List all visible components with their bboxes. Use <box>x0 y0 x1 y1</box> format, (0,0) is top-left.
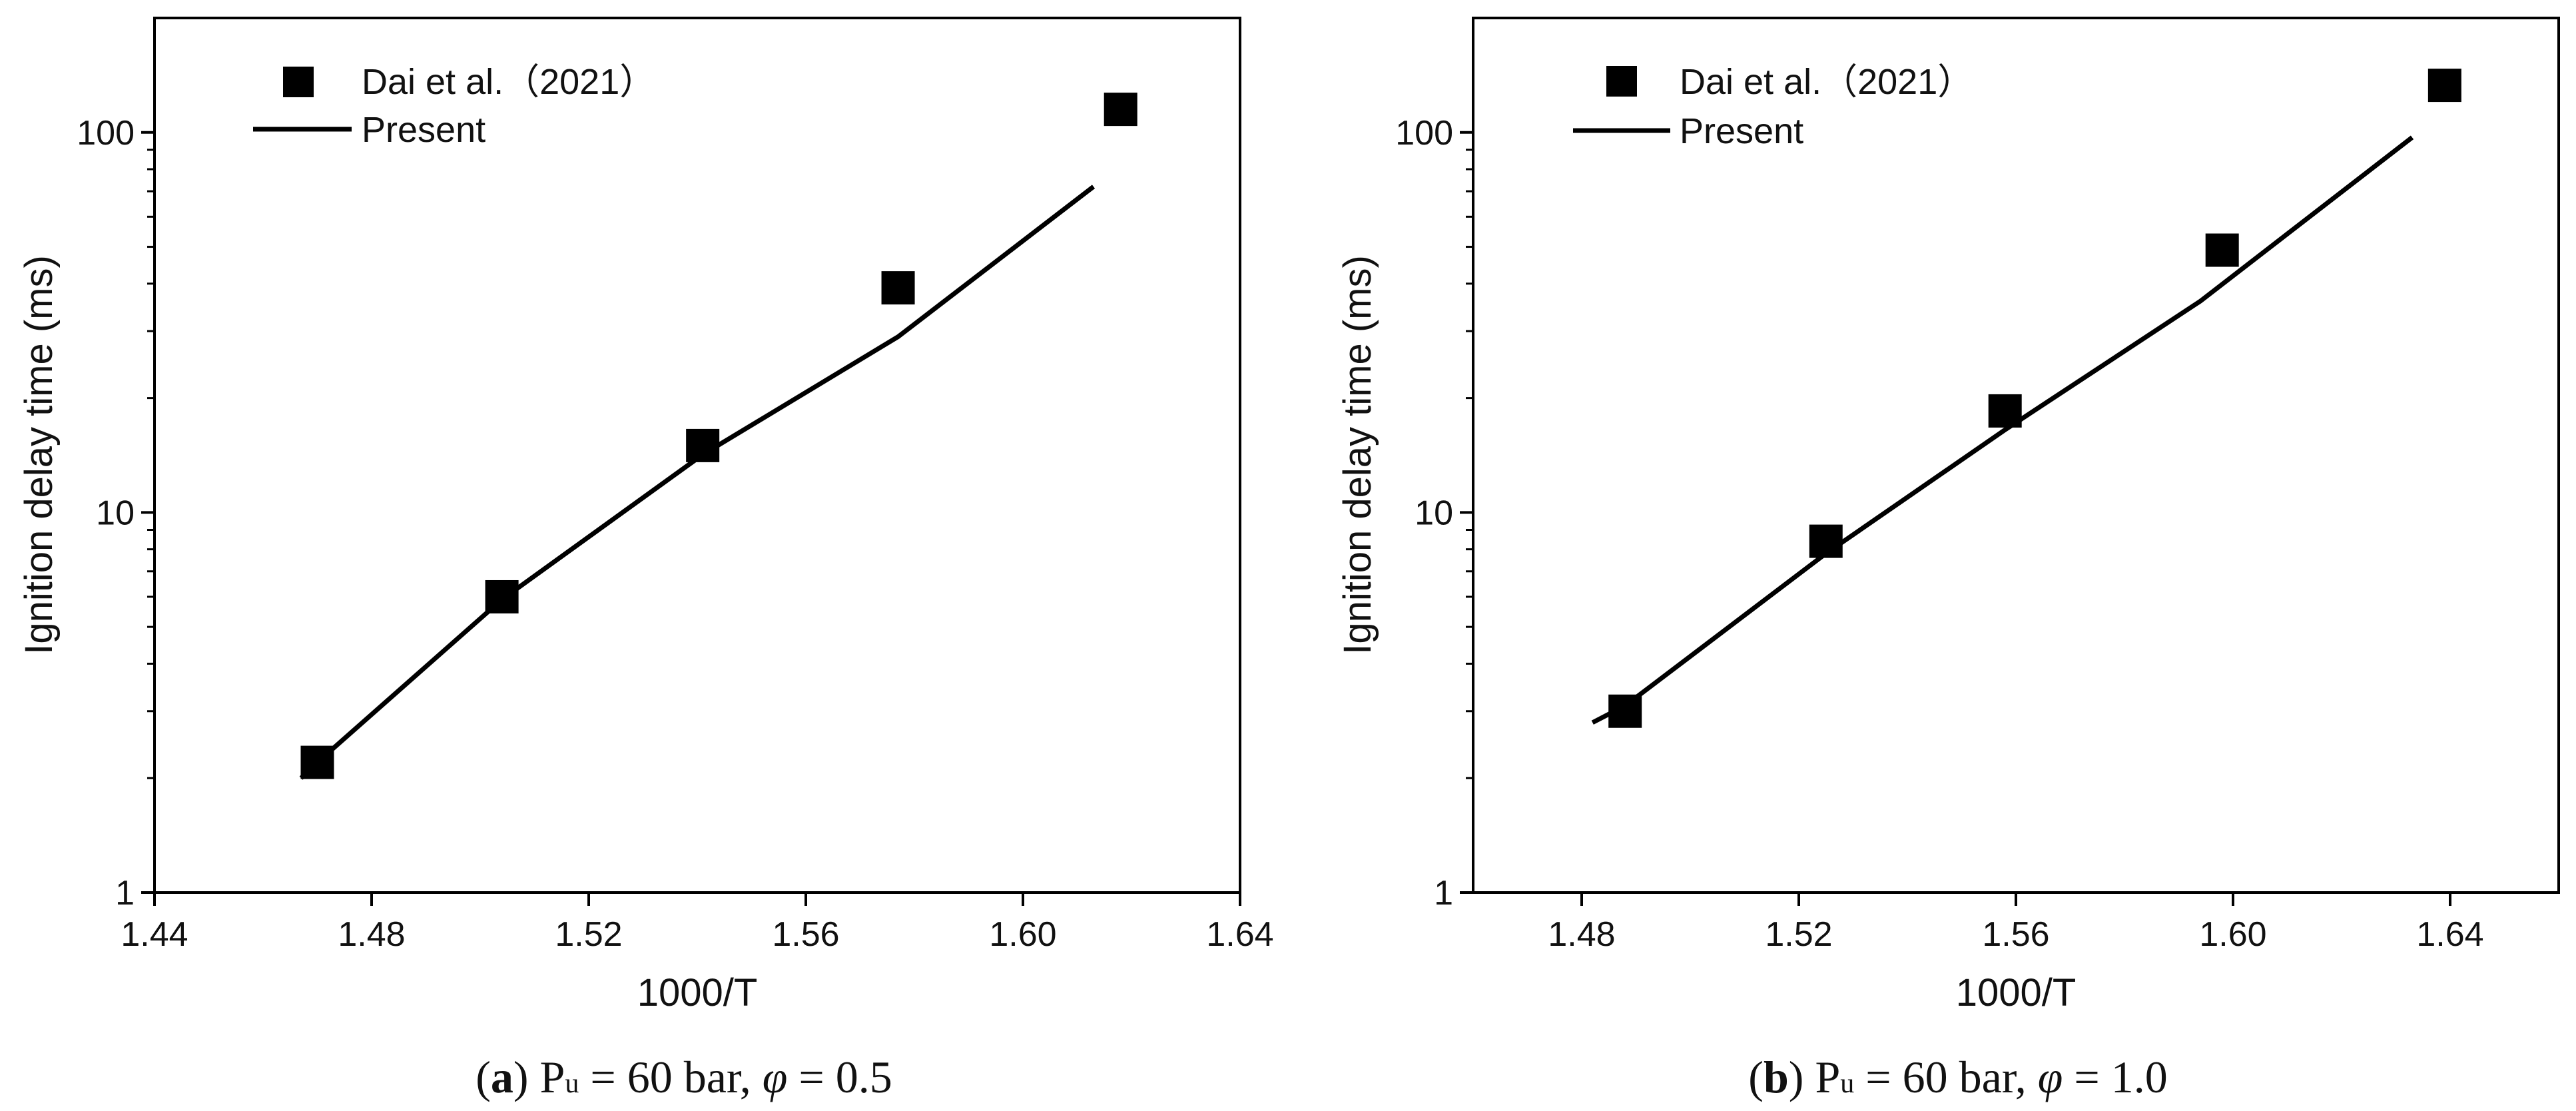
caption-b: (b) Pu = 60 bar, φ = 1.0 <box>1748 1052 2167 1102</box>
legend-label-dai-b: Dai et al.（2021） <box>1680 62 1973 102</box>
dai-data-point <box>2205 233 2239 267</box>
dai-data-point <box>686 428 720 462</box>
x-axis-ticks-b: 1.48 1.52 1.56 1.60 1.64 <box>1548 893 2484 954</box>
dai-data-point <box>300 745 334 779</box>
dai-data-point <box>1809 524 1843 558</box>
dai-data-point <box>881 271 915 305</box>
legend-marker-square-b <box>1606 66 1637 97</box>
x-axis-title-b: 1000/T <box>1956 971 2077 1014</box>
y-axis-title-a: Ignition delay time (ms) <box>17 255 61 655</box>
series-line-a <box>299 185 1096 780</box>
plot-frame-a <box>153 17 1241 894</box>
x-tick-label: 1.60 <box>2199 915 2266 954</box>
y-axis-ticks-a: 1 10 100 <box>77 114 155 913</box>
series-line-b <box>1591 135 2414 725</box>
dai-data-point <box>1104 93 1137 127</box>
legend-marker-square-a <box>283 67 314 97</box>
legend-label-dai-a: Dai et al.（2021） <box>362 62 655 102</box>
x-tick-label: 1.64 <box>1206 915 1273 954</box>
x-tick-label: 1.48 <box>338 915 405 954</box>
dai-data-point <box>1608 694 1642 728</box>
chart-panel-a: 1.44 1.48 1.52 1.56 1.60 1.64 1 10 100 1000/T I… <box>17 17 1274 1102</box>
y-tick-label: 100 <box>1395 114 1453 153</box>
y-tick-label: 1 <box>115 874 135 913</box>
legend-a: Dai et al.（2021） Present <box>253 62 655 150</box>
dai-data-point <box>1988 394 2022 428</box>
x-tick-label: 1.48 <box>1548 915 1615 954</box>
legend-label-present-b: Present <box>1680 111 1803 151</box>
x-tick-label: 1.64 <box>2416 915 2483 954</box>
dai-data-point <box>485 579 519 613</box>
dai-data-point <box>2427 69 2461 103</box>
chart-panel-b: 1.48 1.52 1.56 1.60 1.64 1 10 100 1000/T Ignit… <box>1336 17 2560 1102</box>
present-line <box>299 185 1096 780</box>
y-tick-label: 10 <box>96 494 135 532</box>
x-tick-label: 1.56 <box>772 915 839 954</box>
y-tick-label: 10 <box>1415 494 1453 532</box>
x-axis-ticks-a: 1.44 1.48 1.52 1.56 1.60 1.64 <box>121 893 1274 954</box>
y-tick-label: 100 <box>77 114 135 153</box>
x-tick-label: 1.52 <box>555 915 622 954</box>
x-tick-label: 1.60 <box>989 915 1056 954</box>
caption-a: (a) Pu = 60 bar, φ = 0.5 <box>476 1052 892 1102</box>
legend-label-present-a: Present <box>362 110 485 150</box>
series-markers-b <box>1608 69 2461 728</box>
present-line <box>1591 135 2414 725</box>
x-tick-label: 1.56 <box>1982 915 2049 954</box>
x-tick-label: 1.52 <box>1765 915 1832 954</box>
legend-b: Dai et al.（2021） Present <box>1573 62 1973 151</box>
y-axis-title-b: Ignition delay time (ms) <box>1336 255 1379 655</box>
x-axis-title-a: 1000/T <box>637 971 758 1014</box>
y-tick-label: 1 <box>1434 874 1453 913</box>
x-tick-label: 1.44 <box>121 915 188 954</box>
series-markers-a <box>300 93 1137 779</box>
y-axis-ticks-b: 1 10 100 <box>1395 114 1473 913</box>
